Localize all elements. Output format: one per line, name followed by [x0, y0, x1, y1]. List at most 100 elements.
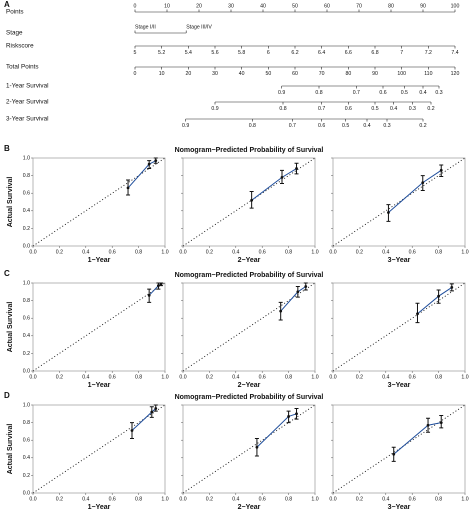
x-tick-label: 1.0 — [461, 496, 468, 502]
point — [154, 159, 158, 163]
y-tick-label: 0.2 — [23, 351, 30, 357]
scale-tick-label: 0.9 — [211, 106, 218, 112]
y-tick-label: 1.0 — [23, 280, 30, 286]
x-tick-label: 0.0 — [179, 249, 186, 255]
row-title: Nomogram−Predicted Probability of Surviv… — [175, 147, 324, 154]
point — [154, 407, 158, 410]
scale-tick-label: 90 — [420, 3, 426, 9]
point — [255, 445, 259, 449]
panel-label: A — [4, 0, 10, 9]
scale-tick-label: 5.2 — [158, 50, 165, 56]
scale-tick-label: 0.6 — [345, 106, 352, 112]
reference-line — [182, 282, 316, 372]
scale-tick-label: 0.6 — [318, 123, 325, 129]
scale-tick-label: 60 — [292, 71, 298, 77]
reference-line — [32, 157, 166, 247]
scale-tick-label: 40 — [239, 71, 245, 77]
level-label: Stage III/IV — [186, 24, 212, 30]
point — [296, 290, 300, 294]
scale-tick-label: 5 — [134, 50, 137, 56]
x-tick-label: 0.6 — [109, 496, 116, 502]
x-tick-label: 0.8 — [285, 496, 292, 502]
x-axis-label: 1−Year — [88, 257, 111, 264]
calibration-line — [388, 169, 442, 213]
point — [426, 423, 430, 427]
x-tick-label: 1.0 — [161, 249, 168, 255]
plot-box — [332, 404, 466, 494]
row-title: Nomogram−Predicted Probability of Surviv… — [175, 394, 324, 401]
x-tick-label: 0.6 — [259, 496, 266, 502]
x-tick-label: 0.2 — [206, 374, 213, 380]
x-tick-label: 0.2 — [356, 496, 363, 502]
scale-tick-label: 30 — [228, 3, 234, 9]
scale-tick-label: 0.4 — [419, 90, 426, 96]
point — [250, 198, 254, 202]
scale-tick-label: 0.5 — [401, 90, 408, 96]
point — [439, 421, 443, 424]
scale-tick-label: 0.3 — [435, 90, 442, 96]
y-tick-label: 0.4 — [23, 455, 30, 461]
x-tick-label: 1.0 — [161, 496, 168, 502]
x-tick-label: 0.4 — [232, 249, 239, 255]
x-axis-label: 2−Year — [238, 382, 261, 389]
x-tick-label: 0.8 — [435, 249, 442, 255]
scale-name: Stage — [6, 30, 23, 37]
scale-tick-label: 6.4 — [318, 50, 325, 56]
y-axis-label: Actual Survival — [7, 177, 14, 228]
reference-line — [182, 157, 316, 247]
x-tick-label: 0.0 — [179, 374, 186, 380]
x-tick-label: 0.4 — [382, 249, 389, 255]
x-tick-label: 1.0 — [311, 496, 318, 502]
x-tick-label: 0.6 — [409, 496, 416, 502]
x-tick-label: 0.2 — [56, 249, 63, 255]
scale-tick-label: 10 — [164, 3, 170, 9]
x-tick-label: 0.2 — [56, 374, 63, 380]
scale-tick-label: 7 — [400, 50, 403, 56]
scale-tick-label: 0.3 — [409, 106, 416, 112]
panel-label: D — [4, 391, 10, 400]
x-tick-label: 0.8 — [435, 374, 442, 380]
scale-tick-label: 0.5 — [342, 123, 349, 129]
point — [157, 284, 160, 288]
calibration-line — [280, 286, 307, 312]
x-axis-label: 1−Year — [88, 504, 111, 511]
y-axis-label: Actual Survival — [7, 302, 14, 353]
point — [392, 452, 396, 456]
scale-tick-label: 0.8 — [249, 123, 256, 129]
point — [126, 186, 130, 190]
x-tick-label: 0.0 — [179, 496, 186, 502]
point — [416, 312, 419, 316]
calibration-line — [417, 286, 453, 315]
x-axis-label: 2−Year — [238, 257, 261, 264]
scale-tick-label: 0.5 — [371, 106, 378, 112]
x-tick-label: 0.4 — [382, 496, 389, 502]
x-tick-label: 0.8 — [135, 496, 142, 502]
x-tick-label: 0.8 — [135, 249, 142, 255]
scale-tick-label: 0.8 — [279, 106, 286, 112]
scale-tick-label: 0.7 — [353, 90, 360, 96]
scale-tick-label: 0.7 — [289, 123, 296, 129]
point — [450, 286, 454, 289]
point — [304, 285, 308, 288]
y-tick-label: 0.2 — [23, 226, 30, 232]
scale-tick-label: 40 — [260, 3, 266, 9]
y-tick-label: 1.0 — [23, 402, 30, 408]
point — [287, 415, 290, 418]
x-tick-label: 0.4 — [82, 496, 89, 502]
scale-tick-label: 0.2 — [419, 123, 426, 129]
x-tick-label: 0.2 — [206, 496, 213, 502]
x-tick-label: 0.0 — [29, 249, 36, 255]
point — [279, 309, 283, 313]
x-axis-label: 1−Year — [88, 382, 111, 389]
point — [295, 167, 298, 170]
scale-tick-label: 80 — [388, 3, 394, 9]
scale-tick-label: 110 — [424, 71, 432, 77]
scale-name: Points — [6, 9, 24, 16]
x-tick-label: 0.4 — [82, 249, 89, 255]
point — [147, 162, 151, 166]
scale-tick-label: 90 — [372, 71, 378, 77]
x-tick-label: 0.4 — [232, 374, 239, 380]
scale-tick-label: 0.4 — [363, 123, 370, 129]
point — [150, 410, 154, 414]
